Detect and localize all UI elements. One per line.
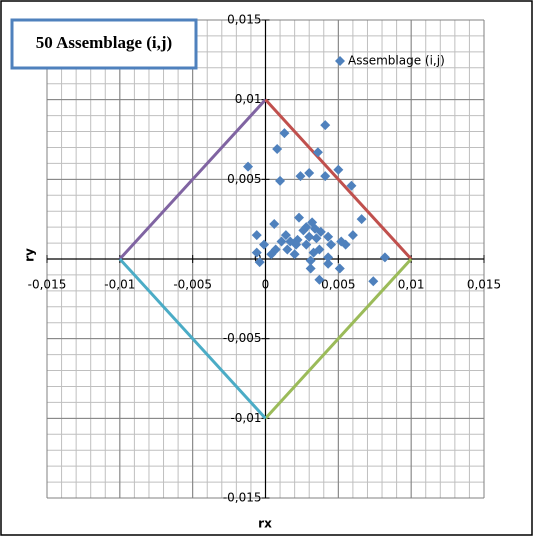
scatter-point [276,236,287,247]
scatter-point [312,147,323,158]
scatter-point [334,263,345,274]
title-box [10,18,198,70]
scatter-point [310,223,321,234]
scatter-point [298,225,309,236]
scatter-point [323,258,334,269]
scatter-point [289,249,300,260]
x-tick-label: -0,01 [104,278,135,292]
x-tick-label: 0,005 [321,278,355,292]
scatter-point [320,171,331,182]
legend-label: Assemblage (i,j) [348,54,445,68]
legend-marker [335,56,345,66]
scatter-point [305,255,316,266]
boundary-line [118,98,267,261]
scatter-point [323,231,334,242]
x-tick-label: 0,01 [398,278,425,292]
scatter-point [311,233,322,244]
scatter-point [282,244,293,255]
scatter-point [347,230,358,241]
scatter-point [304,167,315,178]
scatter-point [314,274,325,285]
scatter-point [279,128,290,139]
scatter-point [323,252,334,263]
scatter-point [320,120,331,131]
x-tick-label: -0,005 [173,278,212,292]
scatter-point [336,236,347,247]
x-tick-label: 0 [262,278,270,292]
scatter-point [368,276,379,287]
y-tick-label: -0,005 [223,331,262,345]
scatter-point [356,214,367,225]
x-tick-label: -0,015 [28,278,67,292]
boundary-line [264,98,413,261]
y-tick-label: 0 [254,252,262,266]
scatter-point [275,175,286,186]
y-tick-label: 0,01 [235,92,262,106]
scatter-point [272,144,283,155]
y-tick-label: -0,01 [230,411,261,425]
scatter-point [243,161,254,172]
scatter-point [251,230,262,241]
scatter-point [308,247,319,258]
scatter-point [346,180,357,191]
scatter-point [266,249,277,260]
scatter-point [294,212,305,223]
y-tick-label: -0,015 [223,491,262,505]
scatter-point [291,239,302,250]
scatter-point [305,263,316,274]
y-tick-label: 0,015 [227,13,261,27]
chart-title: 50 Assemblage (i,j) [36,33,172,52]
y-tick-label: 0,005 [227,172,261,186]
scatter-point [280,230,291,241]
marks: Assemblage (i,j) [118,54,445,420]
x-axis-label: rx [258,517,272,531]
scatter-point [326,239,337,250]
boundary-line [264,257,413,420]
scatter-point [295,171,306,182]
x-tick-label: 0,015 [467,278,501,292]
scatter-point [379,252,390,263]
y-axis-label: ry [23,248,37,262]
scatter-point [259,239,270,250]
scatter-point [254,257,265,268]
scatter-point [251,247,262,258]
boundary-line [118,257,267,420]
scatter-point [301,239,312,250]
scatter-point [269,218,280,229]
scatter-point [304,231,315,242]
scatter-point [333,164,344,175]
